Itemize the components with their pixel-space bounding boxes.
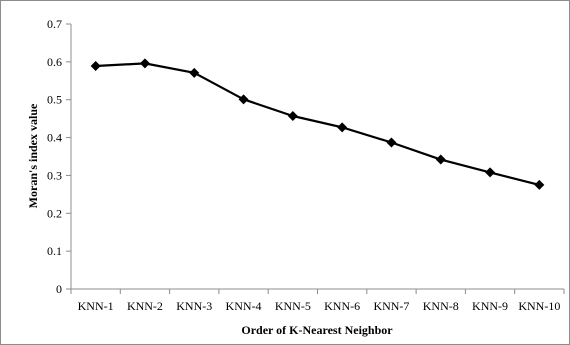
data-point-knn-10 xyxy=(534,179,545,190)
data-point-knn-4 xyxy=(238,94,249,105)
y-tick-label: 0.7 xyxy=(47,17,62,31)
x-tick-label: KNN-9 xyxy=(472,299,508,313)
data-point-knn-9 xyxy=(485,167,496,178)
y-tick-label: 0.3 xyxy=(47,168,62,182)
data-point-knn-2 xyxy=(139,58,150,69)
x-tick-label: KNN-1 xyxy=(78,299,114,313)
y-tick-label: 0.6 xyxy=(47,55,62,69)
x-tick-label: KNN-10 xyxy=(518,299,560,313)
data-point-knn-5 xyxy=(287,110,298,121)
x-axis-title: Order of K-Nearest Neighbor xyxy=(241,323,393,337)
x-tick-label: KNN-7 xyxy=(373,299,409,313)
data-point-knn-3 xyxy=(189,67,200,78)
y-tick-label: 0.1 xyxy=(47,244,62,258)
y-tick-label: 0 xyxy=(56,282,62,296)
x-tick-label: KNN-3 xyxy=(176,299,212,313)
x-ticks: KNN-1 KNN-2 KNN-3 KNN-4 KNN-5 KNN-6 KNN-7 KNN-8… xyxy=(70,289,565,313)
x-tick-label: KNN-2 xyxy=(127,299,163,313)
x-tick-label: KNN-6 xyxy=(324,299,360,313)
x-tick-label: KNN-4 xyxy=(226,299,262,313)
x-tick-label: KNN-5 xyxy=(275,299,311,313)
y-tick-label: 0.2 xyxy=(47,206,62,220)
data-point-knn-7 xyxy=(386,137,397,148)
y-axis-title: Moran's index value xyxy=(26,103,40,208)
series-line xyxy=(95,62,540,186)
y-ticks: 0 0.1 0.2 0.3 0.4 0.5 0.6 0.7 xyxy=(47,17,71,296)
data-point-knn-6 xyxy=(337,122,348,133)
y-tick-label: 0.4 xyxy=(47,131,62,145)
data-point-knn-8 xyxy=(435,154,446,165)
data-point-knn-1 xyxy=(90,61,101,72)
x-tick-label: KNN-8 xyxy=(423,299,459,313)
series-layer xyxy=(90,58,545,190)
y-tick-label: 0.5 xyxy=(47,93,62,107)
